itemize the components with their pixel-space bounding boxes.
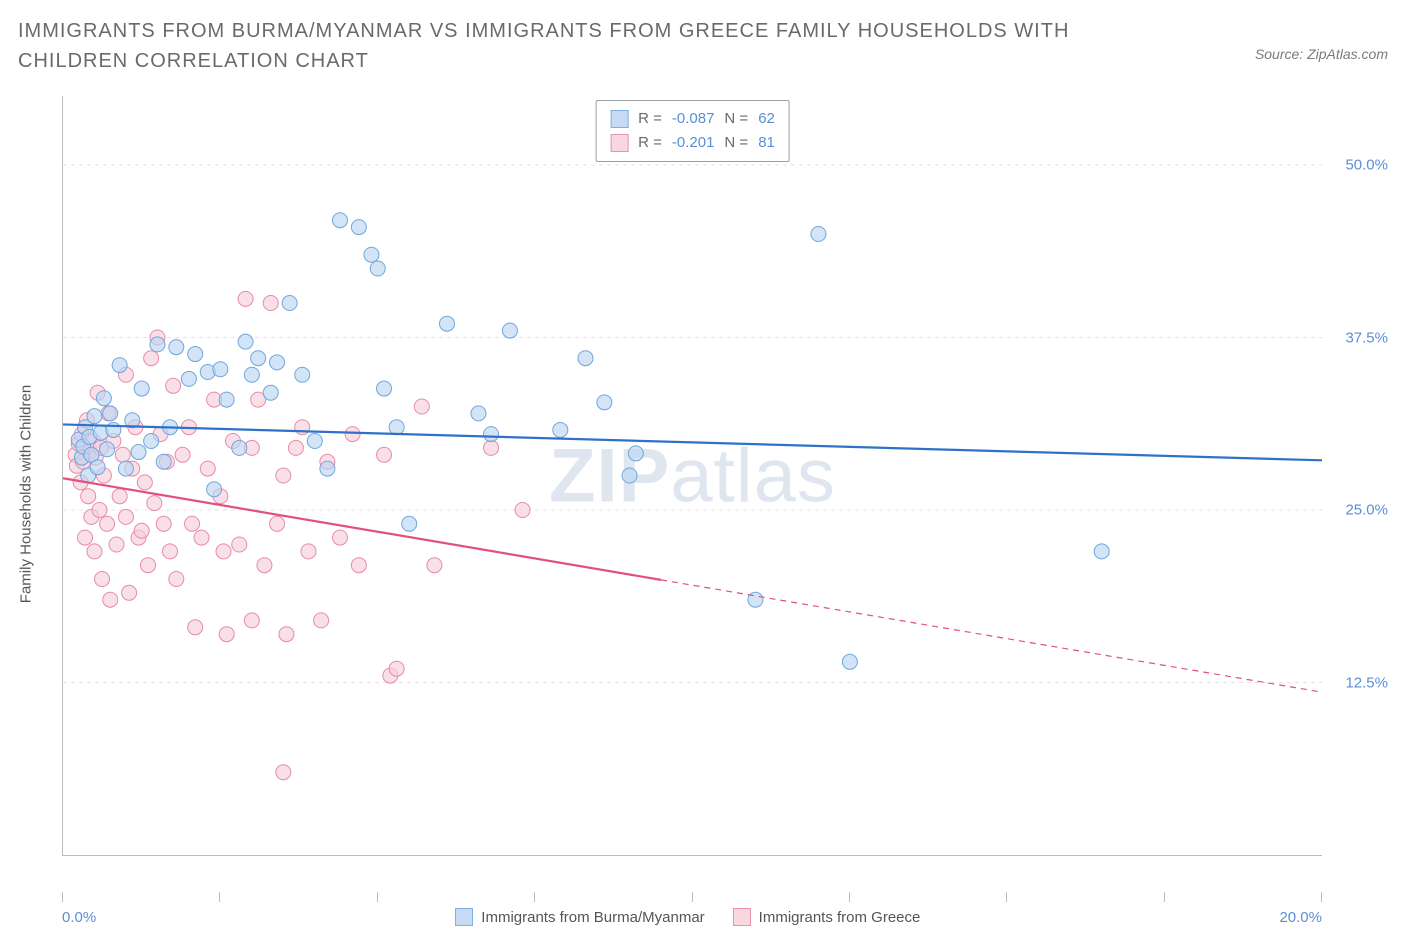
x-left-label: 0.0% [62,909,96,926]
stats-n-value-1: 81 [758,131,775,155]
source-name: ZipAtlas.com [1307,46,1388,62]
x-tick [377,892,378,902]
chart-title: IMMIGRANTS FROM BURMA/MYANMAR VS IMMIGRA… [18,16,1118,76]
legend-item-0: Immigrants from Burma/Myanmar [455,908,704,926]
bottom-legend: Immigrants from Burma/Myanmar Immigrants… [96,908,1279,926]
x-tick [692,892,693,902]
stats-row-1: R = -0.201 N = 81 [610,131,775,155]
stats-r-value-0: -0.087 [672,107,715,131]
chart-header: IMMIGRANTS FROM BURMA/MYANMAR VS IMMIGRA… [0,0,1406,76]
plot-area: ZIPatlas R = -0.087 N = 62 R = -0.201 N … [62,96,1322,856]
stats-n-label-1: N = [724,131,748,155]
x-tick [62,892,63,902]
stats-r-label-0: R = [638,107,662,131]
x-axis-row: 0.0% Immigrants from Burma/Myanmar Immig… [62,908,1322,926]
y-tick-label: 12.5% [1345,674,1388,691]
y-tick-label: 37.5% [1345,329,1388,346]
x-tick-marks [62,892,1322,902]
x-right-label: 20.0% [1279,909,1322,926]
stats-legend: R = -0.087 N = 62 R = -0.201 N = 81 [595,100,790,162]
legend-label-0: Immigrants from Burma/Myanmar [481,909,704,926]
y-tick-label: 25.0% [1345,502,1388,519]
x-tick [219,892,220,902]
source-prefix: Source: [1255,46,1307,62]
y-axis-label: Family Households with Children [18,385,35,603]
source-credit: Source: ZipAtlas.com [1255,16,1388,62]
page-root: { "header": { "title": "IMMIGRANTS FROM … [0,0,1406,930]
x-tick [849,892,850,902]
stats-swatch-1 [610,134,628,152]
x-tick [1164,892,1165,902]
stats-swatch-0 [610,110,628,128]
x-tick [1006,892,1007,902]
y-tick-label: 50.0% [1345,157,1388,174]
legend-label-1: Immigrants from Greece [759,909,921,926]
stats-r-value-1: -0.201 [672,131,715,155]
x-tick [534,892,535,902]
legend-swatch-0 [455,908,473,926]
stats-row-0: R = -0.087 N = 62 [610,107,775,131]
legend-swatch-1 [733,908,751,926]
chart-svg [63,96,1322,855]
stats-n-value-0: 62 [758,107,775,131]
stats-r-label-1: R = [638,131,662,155]
chart-container: Family Households with Children ZIPatlas… [36,96,1388,892]
legend-item-1: Immigrants from Greece [733,908,921,926]
stats-n-label-0: N = [724,107,748,131]
x-tick [1321,892,1322,902]
